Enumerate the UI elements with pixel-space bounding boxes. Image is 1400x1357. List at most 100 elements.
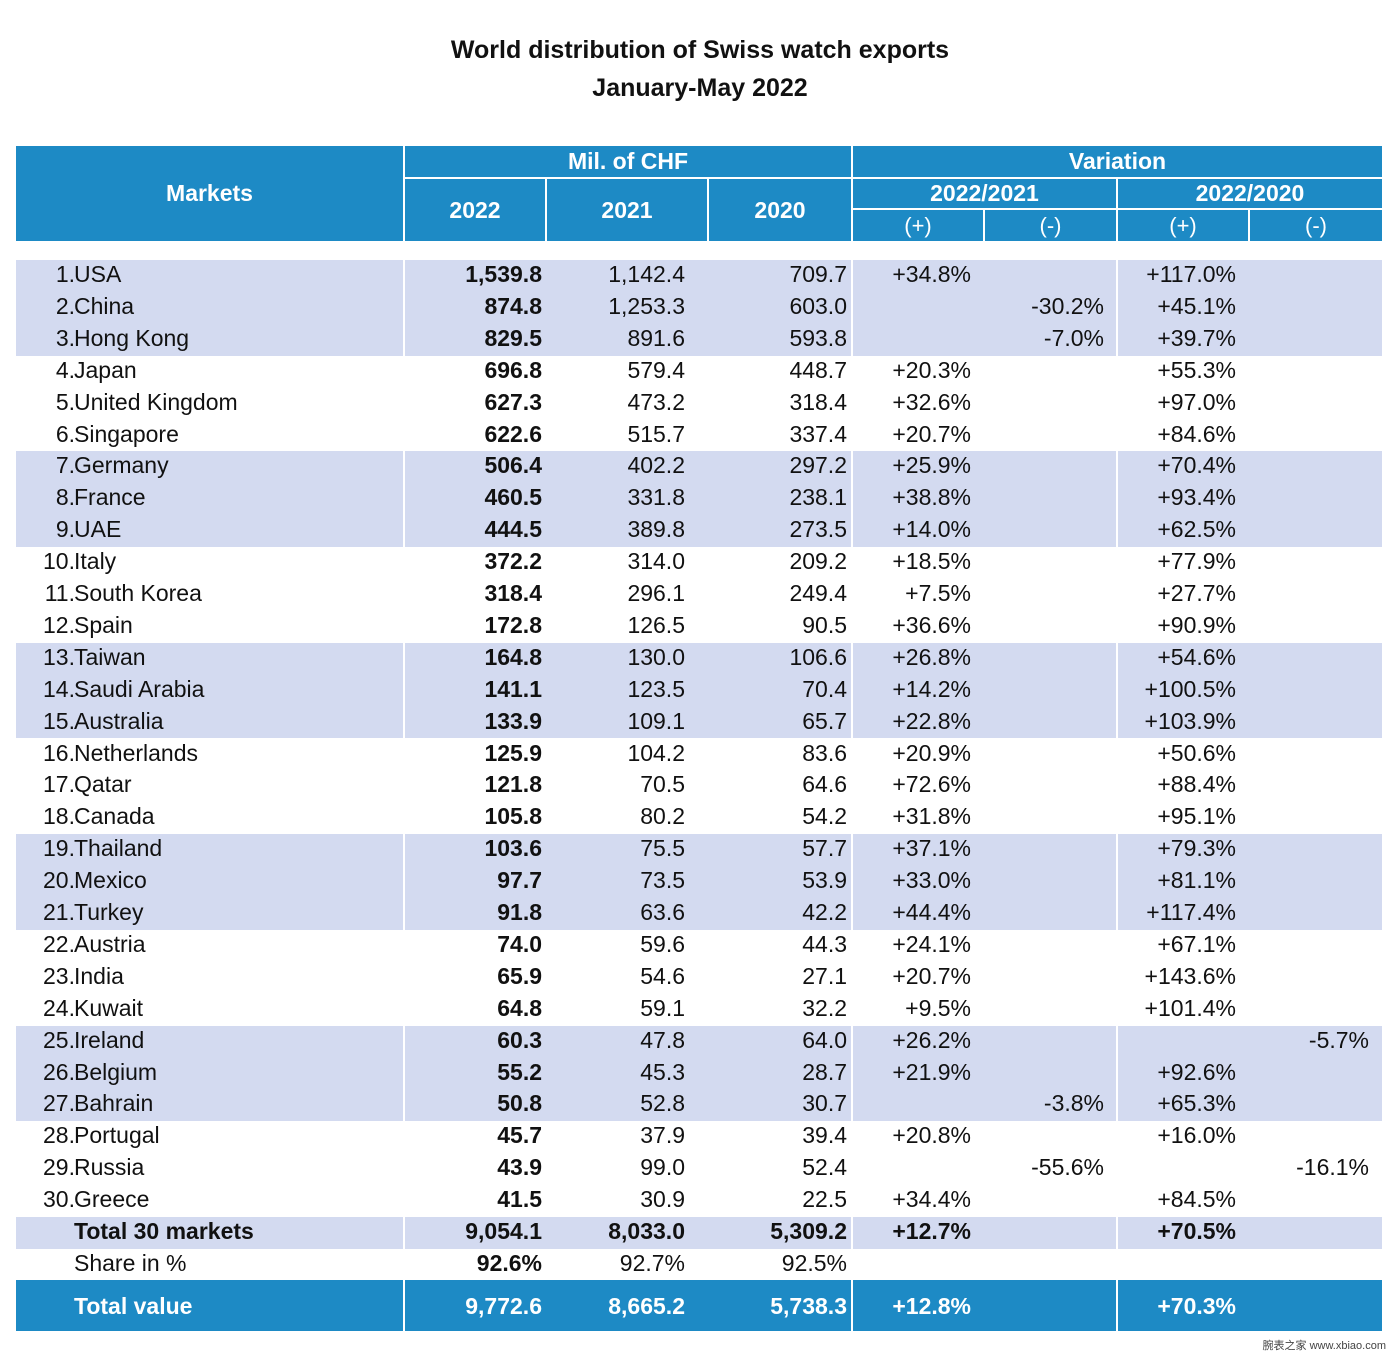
row-market: Taiwan [74, 643, 146, 670]
row-market: Qatar [74, 771, 132, 798]
row-var-2020-plus: +62.5% [1157, 516, 1236, 543]
row-value-2022: 41.5 [497, 1186, 542, 1213]
row-var-2020-plus: +55.3% [1157, 356, 1236, 383]
row-value-2020: 70.4 [802, 675, 847, 702]
row-value-2022: 60.3 [497, 1026, 542, 1053]
row-value-2021: 1,253.3 [608, 292, 685, 319]
row-value-2020: 238.1 [789, 484, 847, 511]
row-value-2021: 47.8 [640, 1026, 685, 1053]
share-row: Share in % 92.6% 92.7% 92.5% [16, 1249, 1382, 1281]
row-var-2021-plus: +37.1% [892, 835, 971, 862]
row-value-2022: 97.7 [497, 867, 542, 894]
row-value-2020: 249.4 [789, 580, 847, 606]
row-value-2020: 209.2 [789, 548, 847, 575]
row-value-2021: 331.8 [627, 484, 685, 511]
row-var-2021-plus: +72.6% [892, 771, 971, 798]
row-value-2022: 318.4 [484, 580, 542, 606]
row-value-2020: 318.4 [789, 388, 847, 415]
row-var-2021-plus: +36.6% [892, 611, 971, 638]
row-rank: 14. [43, 675, 75, 702]
header-markets: Markets [166, 180, 253, 206]
row-var-2020-plus: +117.4% [1146, 899, 1236, 925]
row-var-2020-plus: +95.1% [1157, 803, 1236, 830]
row-var-2020-plus: +70.4% [1157, 452, 1236, 479]
row-var-2021-plus: +22.8% [892, 707, 971, 734]
row-var-2021-minus: -30.2% [1031, 292, 1104, 319]
table-row: 1. USA 1,539.8 1,142.4 709.7 +34.8% +117.0% [16, 260, 1382, 292]
row-rank: 20. [43, 867, 75, 894]
row-value-2020: 273.5 [789, 516, 847, 543]
row-var-2021-plus: +31.8% [892, 803, 971, 830]
row-var-2020-plus: +27.7% [1157, 580, 1236, 606]
row-market: Thailand [74, 835, 163, 862]
row-value-2022: 125.9 [484, 739, 542, 766]
row-var-2020-plus: +45.1% [1157, 292, 1236, 319]
row-rank: 7. [55, 452, 75, 479]
row-rank: 15. [43, 707, 75, 734]
row-rank: 9. [55, 516, 75, 543]
header-minus-2021: (-) [1039, 212, 1062, 238]
row-var-2020-plus: +143.6% [1144, 962, 1236, 989]
row-rank: 22. [43, 930, 75, 957]
row-value-2020: 64.0 [802, 1026, 847, 1053]
row-var-2021-plus: +20.7% [892, 420, 971, 447]
row-value-2020: 90.5 [802, 611, 847, 638]
row-market: Greece [74, 1186, 150, 1213]
table-row: 17. Qatar 121.8 70.5 64.6 +72.6% +88.4% [16, 770, 1382, 802]
row-value-2022: 372.2 [484, 548, 542, 575]
table-row: 8. France 460.5 331.8 238.1 +38.8% +93.4% [16, 483, 1382, 515]
header-2022: 2022 [449, 196, 501, 223]
row-value-2020: 448.7 [789, 356, 847, 383]
row-value-2021: 891.6 [627, 324, 685, 351]
row-value-2021: 402.2 [627, 452, 685, 479]
total-30-2020: 5,309.2 [770, 1218, 847, 1244]
row-value-2021: 296.1 [627, 580, 685, 606]
row-value-2021: 130.0 [627, 643, 685, 670]
row-market: Bahrain [74, 1090, 154, 1117]
row-value-2021: 73.5 [640, 867, 685, 894]
table-row: 23. India 65.9 54.6 27.1 +20.7% +143.6% [16, 962, 1382, 994]
row-var-2020-plus: +84.6% [1157, 420, 1236, 447]
row-rank: 3. [55, 324, 75, 351]
total-value-2021: 8,665.2 [608, 1293, 685, 1319]
row-value-2021: 59.1 [640, 994, 685, 1021]
row-rank: 11. [44, 580, 75, 606]
row-rank: 17. [43, 771, 75, 798]
header-variation: Variation [1068, 148, 1167, 174]
table-row: 2. China 874.8 1,253.3 603.0 -30.2% +45.1% [16, 292, 1382, 324]
row-band [16, 260, 1382, 356]
row-var-2020-plus: +88.4% [1157, 771, 1236, 798]
header-2020: 2020 [754, 196, 806, 223]
row-value-2020: 106.6 [789, 643, 847, 670]
chart-title: World distribution of Swiss watch export… [450, 36, 950, 64]
column-separator [851, 260, 853, 1281]
row-value-2022: 460.5 [484, 484, 542, 511]
row-rank: 16. [43, 739, 75, 766]
row-rank: 18. [43, 803, 75, 830]
row-rank: 29. [43, 1154, 75, 1181]
share-2020: 92.5% [781, 1249, 847, 1276]
row-var-2021-plus: +21.9% [892, 1058, 971, 1085]
table-row: 9. UAE 444.5 389.8 273.5 +14.0% +62.5% [16, 515, 1382, 547]
table-row: 3. Hong Kong 829.5 891.6 593.8 -7.0% +39.7% [16, 324, 1382, 356]
row-market: Netherlands [74, 739, 199, 766]
total-30-2021: 8,033.0 [608, 1218, 685, 1244]
header-var-2022-2020: 2022/2020 [1195, 180, 1305, 206]
row-value-2022: 103.6 [484, 835, 542, 862]
row-value-2020: 30.7 [802, 1090, 847, 1117]
row-rank: 6. [55, 420, 75, 447]
row-var-2020-plus: +84.5% [1157, 1186, 1236, 1213]
table-row: 5. United Kingdom 627.3 473.2 318.4 +32.6% +97… [16, 388, 1382, 420]
row-var-2021-plus: +44.4% [892, 899, 971, 925]
row-value-2022: 874.8 [484, 292, 542, 319]
table-row: 10. Italy 372.2 314.0 209.2 +18.5% +77.9% [16, 547, 1382, 579]
header-plus-2021: (+) [904, 212, 932, 238]
row-value-2021: 63.6 [640, 899, 685, 925]
row-var-2020-plus: +101.4% [1144, 994, 1236, 1021]
row-market: Russia [74, 1154, 145, 1181]
chart-subtitle: January-May 2022 [592, 74, 808, 102]
row-var-2020-plus: +65.3% [1157, 1090, 1236, 1117]
total-30-var-2020: +70.5% [1157, 1218, 1236, 1244]
row-var-2021-plus: +26.2% [892, 1026, 971, 1053]
row-var-2021-plus: +24.1% [892, 930, 971, 957]
